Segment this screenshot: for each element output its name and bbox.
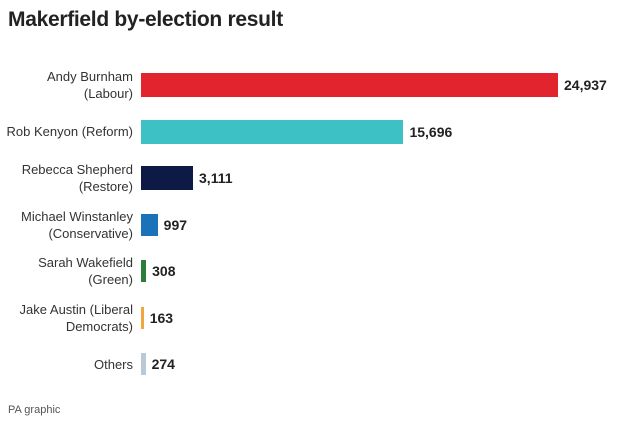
bar (141, 213, 158, 236)
category-label: Others (93, 356, 133, 372)
bar-row: Sarah Wakefield (Green) 308 (0, 248, 640, 294)
value-label: 24,937 (564, 77, 607, 93)
category-label: Jake Austin (Liberal Democrats) (19, 301, 133, 334)
bar (141, 306, 144, 329)
source: PA graphic (8, 404, 61, 416)
bar-row: Andy Burnham (Labour) 24,937 (0, 62, 640, 108)
bar-row: Rob Kenyon (Reform) 15,696 (0, 109, 640, 155)
category-label: Rob Kenyon (Reform) (6, 124, 133, 139)
bar (141, 119, 404, 144)
category-label: Sarah Wakefield (Green) (38, 255, 133, 287)
bar (141, 260, 147, 282)
value-label: 997 (163, 216, 188, 233)
category-label: Michael Winstanley (Conservative) (21, 208, 133, 241)
category-label: Rebecca Shepherd (Restore) (21, 162, 133, 194)
value-label: 308 (152, 263, 176, 279)
value-label: 3,111 (199, 170, 233, 186)
value-label: 163 (149, 309, 174, 326)
chart-title: Makerfield by-election result (8, 8, 283, 31)
bar-row: Jake Austin (Liberal Democrats) 163 (0, 295, 640, 341)
bar (141, 73, 558, 97)
value-label: 274 (151, 356, 175, 372)
bar-row: Others 274 (0, 341, 640, 387)
bar-row: Michael Winstanley (Conservative) 997 (0, 202, 640, 248)
bar-row: Rebecca Shepherd (Restore) 3,111 (0, 155, 640, 201)
bar (141, 353, 146, 375)
bar (141, 166, 194, 190)
category-label: Andy Burnham (Labour) (47, 69, 133, 101)
value-label: 15,696 (409, 123, 453, 140)
